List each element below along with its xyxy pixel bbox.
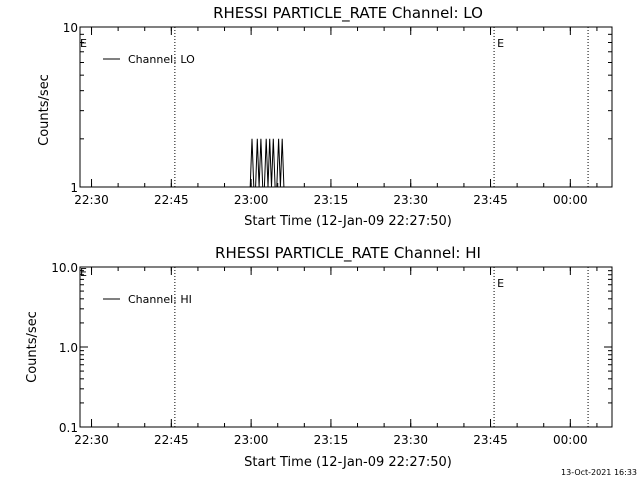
- panel-hi-title: RHESSI PARTICLE_RATE Channel: HI: [215, 244, 481, 263]
- panel-lo-y-tick-label: 10: [63, 21, 78, 35]
- panel-lo-legend-label: Channel: LO: [128, 53, 195, 66]
- chart-marks: 22:30 22:45 23:00 23:15 23:30 23:45 00:00110E2…: [51, 21, 613, 447]
- panel-lo-x-tick-label: 22:30: [74, 193, 109, 207]
- panel-hi-x-tick-label: 22:45: [154, 433, 189, 447]
- panel-hi-y-tick-label: 0.1: [59, 421, 78, 435]
- panel-lo-edge-flag: E: [80, 37, 87, 50]
- panel-hi-ylabel: Counts/sec: [25, 311, 40, 383]
- panel-lo-event-marker-label: E: [497, 37, 504, 50]
- panel-lo-x-tick-label: 22:45: [154, 193, 189, 207]
- panel-lo-ylabel: Counts/sec: [37, 74, 52, 146]
- panel-hi-x-tick-label: 23:15: [314, 433, 349, 447]
- panel-lo-x-tick-label: 00:00: [553, 193, 588, 207]
- panel-lo-plot-frame: [79, 26, 613, 188]
- panel-lo-title: RHESSI PARTICLE_RATE Channel: LO: [213, 4, 483, 23]
- panel-hi-x-tick-label: 23:30: [393, 433, 428, 447]
- panel-hi-legend-label: Channel: HI: [128, 293, 192, 306]
- panel-lo-x-tick-label: 23:30: [393, 193, 428, 207]
- panel-hi-x-tick-label: 23:00: [234, 433, 269, 447]
- panel-lo-x-tick-label: 23:00: [234, 193, 269, 207]
- panel-lo-xlabel: Start Time (12-Jan-09 22:27:50): [244, 214, 452, 229]
- panel-hi-edge-flag: E: [80, 266, 87, 279]
- panel-lo-x-tick-label: 23:15: [314, 193, 349, 207]
- panel-hi-y-tick-label: 1.0: [59, 341, 78, 355]
- footer-timestamp: 13-Oct-2021 16:33: [561, 468, 637, 477]
- panel-lo-series-line: [249, 138, 286, 188]
- panel-hi-event-marker-label: E: [497, 277, 504, 290]
- panel-lo-y-tick-label: 1: [70, 181, 78, 195]
- panel-hi-x-tick-label: 22:30: [74, 433, 109, 447]
- panel-hi-x-tick-label: 00:00: [553, 433, 588, 447]
- panel-hi-y-tick-label: 10.0: [51, 261, 78, 275]
- panel-hi-xlabel: Start Time (12-Jan-09 22:27:50): [244, 455, 452, 470]
- panel-lo-x-tick-label: 23:45: [473, 193, 508, 207]
- panel-hi-x-tick-label: 23:45: [473, 433, 508, 447]
